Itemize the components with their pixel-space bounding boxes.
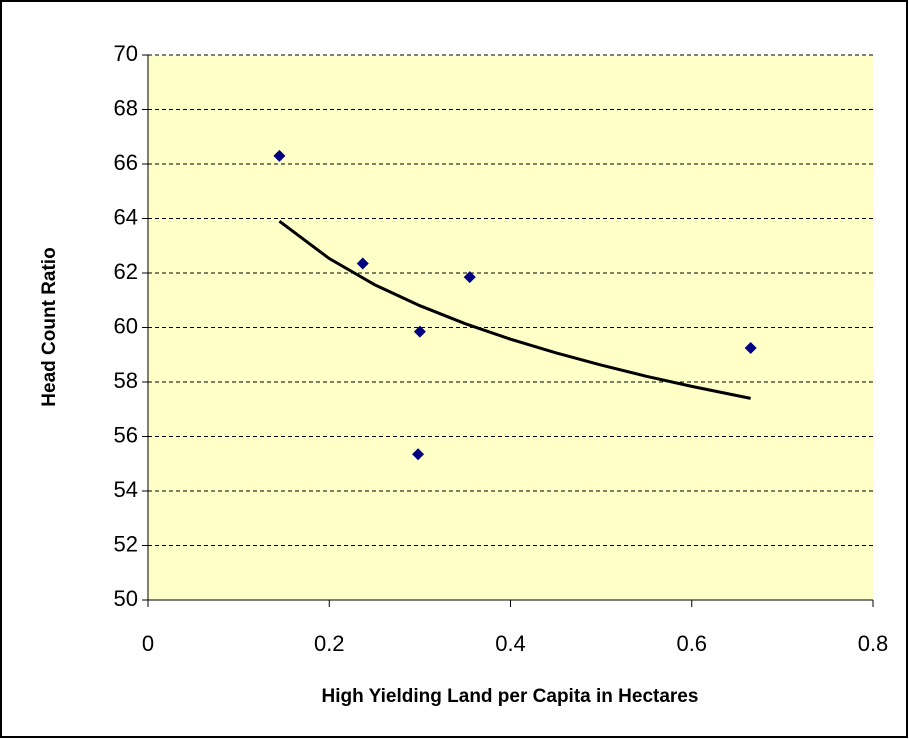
y-axis-title: Head Count Ratio — [39, 247, 60, 406]
y-tick-label: 68 — [114, 95, 138, 120]
y-tick-label: 52 — [114, 531, 138, 556]
y-tick-label: 50 — [114, 586, 138, 611]
data-point — [356, 257, 369, 270]
data-point — [412, 448, 425, 461]
data-point — [273, 149, 286, 162]
y-tick-label: 60 — [114, 313, 138, 338]
data-point — [463, 271, 476, 284]
x-tick-label: 0.4 — [495, 631, 526, 656]
y-tick-label: 56 — [114, 422, 138, 447]
y-tick-label: 66 — [114, 150, 138, 175]
y-tick-label: 54 — [114, 477, 138, 502]
y-tick-label: 62 — [114, 259, 138, 284]
y-tick-label: 58 — [114, 368, 138, 393]
trendline — [278, 220, 751, 400]
data-point — [413, 325, 426, 338]
x-tick-label: 0.8 — [858, 631, 889, 656]
x-tick-label: 0.6 — [676, 631, 707, 656]
y-tick-label: 64 — [114, 204, 138, 229]
x-tick-label: 0.2 — [314, 631, 345, 656]
y-tick-label: 70 — [114, 41, 138, 66]
x-tick-label: 0 — [142, 631, 154, 656]
x-axis-title: High Yielding Land per Capita in Hectare… — [322, 686, 699, 707]
data-point — [744, 341, 757, 354]
